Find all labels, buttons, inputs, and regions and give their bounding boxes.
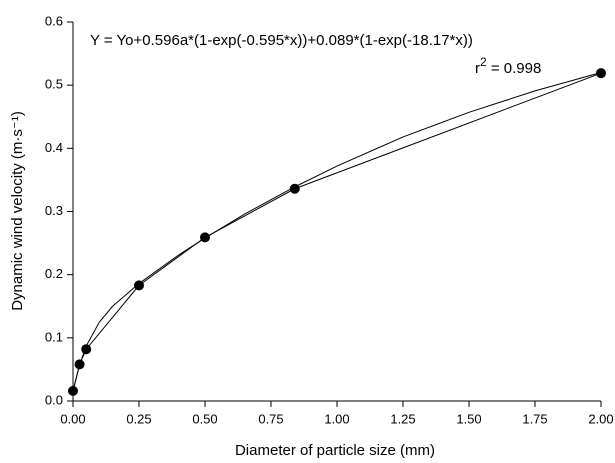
y-axis-label: Dynamic wind velocity (m·s⁻¹) (9, 111, 26, 311)
x-tick-label: 1.00 (324, 411, 349, 426)
x-tick-label: 1.25 (390, 411, 415, 426)
series-line (72, 72, 602, 392)
y-tick-label: 0.6 (45, 13, 63, 28)
x-tick-label: 1.75 (522, 411, 547, 426)
y-tick-label: 0.1 (45, 329, 63, 344)
x-tick-label: 0.00 (60, 411, 85, 426)
data-point (200, 232, 210, 243)
series-line (72, 72, 602, 392)
y-tick-label: 0.4 (45, 140, 63, 155)
x-axis-label: Diameter of particle size (mm) (235, 442, 435, 459)
x-tick-label: 0.50 (192, 411, 217, 426)
y-tick-label: 0.5 (45, 77, 63, 92)
y-tick-label: 0.2 (45, 266, 63, 281)
equation: Y = Yo+0.596a*(1-exp(-0.595*x))+0.089*(1… (90, 32, 473, 49)
y-tick-label: 0.3 (45, 203, 63, 218)
data-point (289, 183, 300, 194)
r2-base: r (475, 60, 480, 77)
x-tick-label: 1.50 (456, 411, 481, 426)
r2-sup: 2 (480, 55, 487, 69)
x-tick-label: 0.75 (258, 411, 283, 426)
data-point (134, 280, 144, 291)
r2-rest: = 0.998 (487, 60, 542, 77)
r-squared: r2 = 0.998 (475, 55, 541, 77)
x-tick-label: 0.25 (126, 411, 151, 426)
data-point (596, 68, 606, 79)
y-tick-label: 0.0 (45, 392, 63, 407)
x-tick-label: 2.00 (588, 411, 613, 426)
